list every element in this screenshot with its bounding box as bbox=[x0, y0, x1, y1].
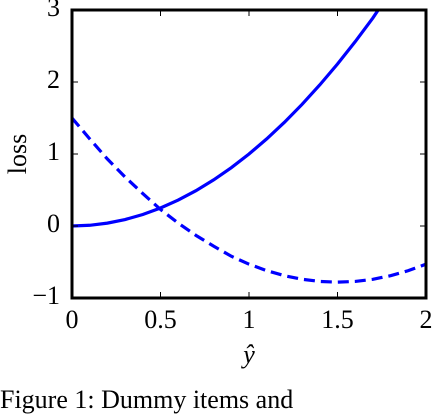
x-tick-label: 1.5 bbox=[321, 305, 354, 334]
y-tick-label: 0 bbox=[47, 209, 60, 238]
y-tick-label: 1 bbox=[47, 137, 60, 166]
x-tick-label: 0.5 bbox=[144, 305, 177, 334]
y-tick-label: 2 bbox=[47, 65, 60, 94]
x-tick-label: 0 bbox=[66, 305, 79, 334]
x-tick-label: 1 bbox=[243, 305, 256, 334]
caption: Figure 1: Dummy items and bbox=[0, 385, 293, 414]
y-axis-label: loss bbox=[3, 134, 32, 174]
y-tick-label: 3 bbox=[47, 0, 60, 22]
line bbox=[72, 10, 380, 228]
line bbox=[72, 116, 426, 284]
y-tick-label: −1 bbox=[32, 281, 60, 310]
plot-frame bbox=[70, 8, 428, 300]
x-axis-label: ŷ bbox=[240, 340, 255, 369]
x-tick-label: 2 bbox=[420, 305, 433, 334]
